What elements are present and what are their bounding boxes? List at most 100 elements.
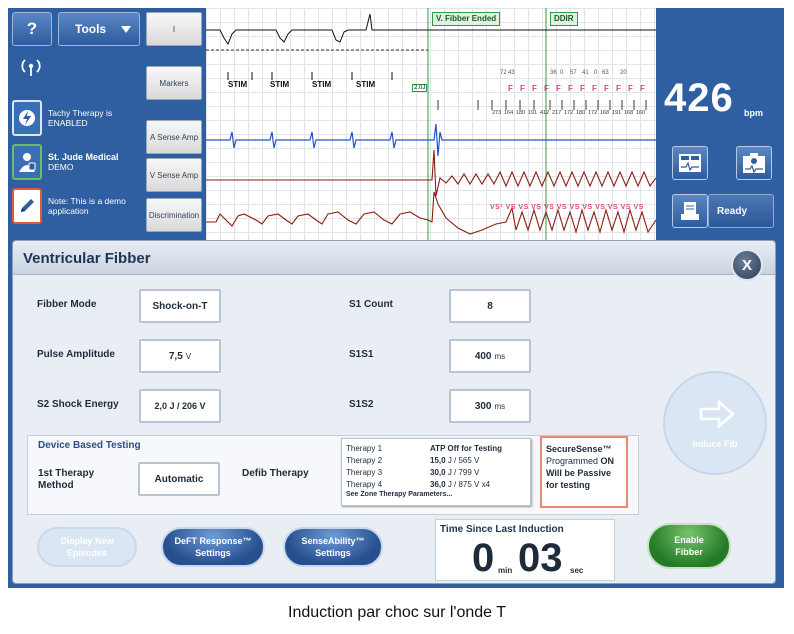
s1s2-field[interactable]: 300 ms: [449, 389, 531, 423]
s1s2-unit: ms: [494, 401, 506, 411]
freeze-strip-button[interactable]: [672, 146, 708, 180]
deft-response-settings-button[interactable]: DeFT Response™ Settings: [161, 527, 265, 567]
f-marker: F: [508, 84, 513, 93]
demo-note-line2: application: [48, 206, 89, 216]
enable-fibber-button[interactable]: Enable Fibber: [647, 523, 731, 569]
stim-marker-3: STIM: [312, 80, 332, 89]
f-marker: F: [556, 84, 561, 93]
interval-value: 160: [636, 110, 646, 116]
s1s1-value: 400: [474, 350, 492, 362]
tachy-status-line1: Tachy Therapy is: [48, 108, 113, 118]
channel-a-sense-button[interactable]: A Sense Amp: [146, 120, 202, 154]
v-sense-trace: [206, 149, 656, 197]
s1-count-field[interactable]: 8: [449, 289, 531, 323]
interval-value: 172: [564, 110, 574, 116]
vs-markers: VS¹ VS VS VS VS VS VS VS VS VS VS VS: [490, 204, 644, 211]
device-based-testing-panel: Device Based Testing 1st Therapy Method …: [27, 435, 639, 515]
f-marker: F: [580, 84, 585, 93]
therapy-row: Therapy 4 36,0 J / 875 V x4: [346, 478, 526, 490]
camera-ecg-icon: [743, 153, 765, 174]
patient-device-icon: [12, 144, 42, 180]
time-seconds-unit: sec: [570, 566, 584, 575]
fibber-mode-label: Fibber Mode: [37, 299, 97, 310]
therapy-value: 30,0 J / 799 V: [430, 468, 479, 477]
stim-marker-1: STIM: [228, 80, 248, 89]
channel-v-sense-button[interactable]: V Sense Amp: [146, 158, 202, 192]
s1s2-value: 300: [474, 400, 492, 412]
therapy-footer-link[interactable]: See Zone Therapy Parameters...: [346, 491, 453, 498]
dialog-title: Ventricular Fibber: [23, 250, 151, 267]
device-info[interactable]: St. Jude Medical DEMO: [12, 144, 146, 180]
interval-value: 172: [588, 110, 598, 116]
printer-button[interactable]: [672, 194, 708, 228]
s1s1-field[interactable]: 400 ms: [449, 339, 531, 373]
senseability-line1: SenseAbility™: [301, 536, 365, 546]
device-testing-title: Device Based Testing: [38, 440, 141, 451]
discrimination-trace: [206, 191, 656, 235]
s1s1-unit: ms: [494, 351, 506, 361]
therapy-value-main: 15,0: [430, 455, 446, 465]
device-mode: DEMO: [48, 162, 74, 172]
senseability-label: SenseAbility™ Settings: [301, 535, 364, 559]
interval-top-value: 0: [560, 70, 564, 76]
marker-ticks: [227, 72, 393, 80]
wireless-telemetry-icon: [21, 59, 41, 76]
first-therapy-method-field[interactable]: Automatic: [138, 462, 220, 496]
s1-count-value: 8: [487, 300, 493, 312]
interval-value: 164: [504, 110, 514, 116]
arrow-right-icon: [699, 399, 735, 429]
interval-top-value: 20: [620, 70, 627, 76]
pulse-amplitude-unit: V: [185, 351, 192, 361]
chevron-down-icon: [121, 26, 131, 33]
therapy-value: ATP Off for Testing: [430, 444, 502, 453]
s1-count-label: S1 Count: [349, 299, 393, 310]
interval-top-value: 41: [582, 70, 589, 76]
tools-menu-button[interactable]: Tools: [58, 12, 140, 46]
enable-fibber-line2: Fibber: [675, 547, 703, 557]
pulse-amplitude-field[interactable]: 7,5 V: [139, 339, 221, 373]
help-button[interactable]: ?: [12, 12, 52, 46]
heart-rate-unit: bpm: [744, 108, 763, 118]
tools-label: Tools: [75, 22, 107, 36]
first-therapy-label-line2: Method: [38, 480, 74, 491]
securesense-line4: for testing: [546, 480, 590, 490]
therapy-list[interactable]: Therapy 1 ATP Off for Testing Therapy 2 15…: [341, 438, 531, 506]
senseability-settings-button[interactable]: SenseAbility™ Settings: [283, 527, 383, 567]
fibber-markers: F F F F F F F F F F F F: [508, 84, 652, 93]
securesense-programmed: Programmed: [546, 456, 599, 466]
stim-marker-4: STIM: [356, 80, 376, 89]
f-marker: F: [640, 84, 645, 93]
display-new-episodes-button[interactable]: Display New Episodes: [37, 527, 137, 567]
demo-note[interactable]: Note: This is a demo application: [12, 188, 146, 224]
fibber-mode-field[interactable]: Shock-on-T: [139, 289, 221, 323]
interval-top-value: 0: [594, 70, 598, 76]
interval-value: 180: [516, 110, 526, 116]
induce-fib-button[interactable]: Induce Fib: [663, 371, 767, 475]
f-marker: F: [628, 84, 633, 93]
channel-discrimination-button[interactable]: Discrimination: [146, 198, 202, 232]
therapy-value-extra: J / 799 V: [447, 467, 480, 477]
channel-markers-button[interactable]: Markers: [146, 66, 202, 100]
s2-shock-energy-value: 2,0 J / 206 V: [154, 401, 206, 411]
tachy-status-text: Tachy Therapy is ENABLED: [48, 108, 112, 128]
time-since-induction: Time Since Last Induction 0 min 03 sec: [435, 519, 615, 581]
therapy-name: Therapy 3: [346, 467, 383, 477]
channel-ecg-lead-button[interactable]: I: [146, 12, 202, 46]
therapy-row: Therapy 1 ATP Off for Testing: [346, 442, 526, 454]
therapy-name: Therapy 1: [346, 443, 383, 453]
snapshot-button[interactable]: [736, 146, 772, 180]
senseability-line2: Settings: [315, 548, 351, 558]
ecg-strip: V. Fibber Ended DDIR STIM STIM STIM STIM…: [206, 8, 656, 240]
tachy-therapy-status[interactable]: Tachy Therapy is ENABLED: [12, 100, 146, 136]
time-minutes-unit: min: [498, 566, 513, 575]
interval-value: 168: [624, 110, 634, 116]
dialog-header: Ventricular Fibber: [13, 241, 775, 275]
close-button[interactable]: X: [731, 249, 763, 281]
stim-marker-2: STIM: [270, 80, 290, 89]
deft-settings-label: DeFT Response™ Settings: [174, 535, 251, 559]
ecg-lead-trace: [206, 13, 656, 46]
enable-fibber-line1: Enable: [674, 535, 704, 545]
s2-shock-energy-field[interactable]: 2,0 J / 206 V: [139, 389, 221, 423]
deft-settings-line1: DeFT Response™: [174, 536, 252, 546]
f-marker: F: [592, 84, 597, 93]
